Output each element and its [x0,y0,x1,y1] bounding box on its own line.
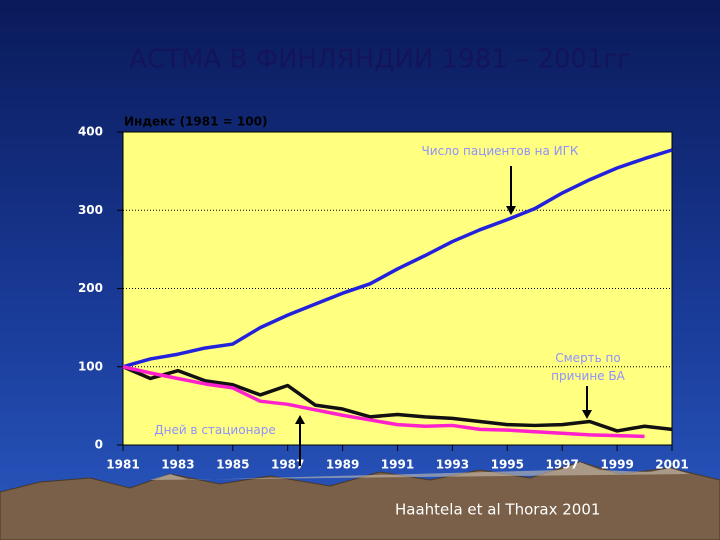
chart-title: АСТМА В ФИНЛЯНДИИ 1981 – 2001гг [129,45,631,75]
x-tick-label: 2001 [655,458,688,472]
x-tick-label: 1983 [161,458,194,472]
series-line [122,365,673,433]
x-tick-label: 1987 [271,458,304,472]
mountain-snow [150,462,690,480]
y-tick-label: 100 [78,359,103,373]
x-tick-label: 1981 [106,458,139,472]
arrowhead [582,410,592,419]
source: Haahtela et al Thorax 2001 [395,501,600,519]
annotation: Число пациентов на ИГК [421,144,579,158]
y-axis-label: Индекс (1981 = 100) [124,115,267,129]
x-tick-label: 1995 [491,458,524,472]
annotation: Смерть по причине БА [551,351,625,383]
x-tick-label: 1991 [381,458,414,472]
y-tick-label: 300 [78,203,103,217]
arrowhead [295,415,305,424]
arrowhead [506,206,516,215]
x-tick-label: 1989 [326,458,359,472]
x-tick-label: 1993 [436,458,469,472]
y-tick-label: 200 [78,281,103,295]
series-line [122,148,673,369]
x-tick-label: 1985 [216,458,249,472]
annotation: Дней в стационаре [154,423,276,437]
plot-frame [122,131,673,446]
series-line [122,365,645,439]
x-tick-label: 1997 [545,458,578,472]
x-tick-label: 1999 [600,458,633,472]
y-tick-label: 400 [78,125,103,139]
y-tick-label: 0 [95,438,103,452]
